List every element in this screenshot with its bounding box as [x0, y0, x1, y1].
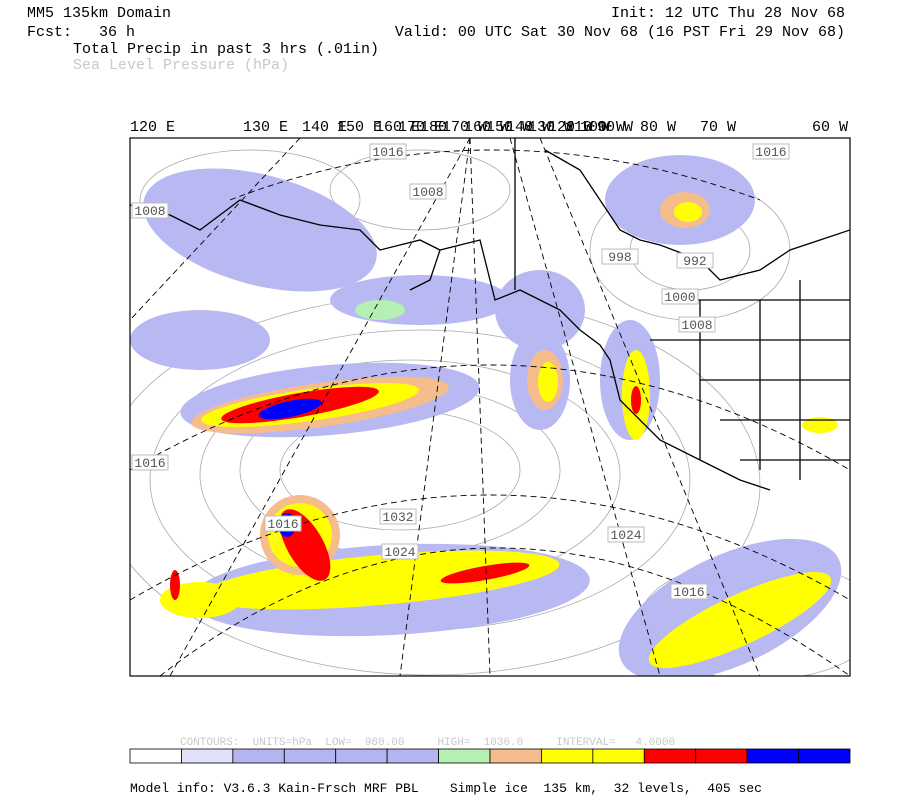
longitude-label: 80 W [640, 119, 676, 136]
longitude-label: 150 E [337, 119, 382, 136]
isobar-label-box [601, 248, 639, 265]
colorbar-swatch [798, 748, 851, 764]
colorbar-swatch [489, 748, 542, 764]
isobar-label-box [264, 515, 302, 532]
longitude-label: 160 W [464, 119, 509, 136]
longitude-label: 120 W [548, 119, 593, 136]
colorbar-swatch [386, 748, 439, 764]
colorbar-swatch [643, 748, 697, 764]
isobar-label: 1032 [382, 510, 413, 525]
isobar-label-box [670, 583, 708, 600]
field-primary: Total Precip in past 3 hrs (.01in) [73, 41, 379, 58]
isobar-label: 1024 [384, 545, 415, 560]
colorbar-swatch [129, 748, 182, 764]
longitude-label: 70 W [700, 119, 736, 136]
valid-time: Valid: 00 UTC Sat 30 Nov 68 (16 PST Fri … [395, 24, 845, 41]
colorbar-swatch [283, 748, 337, 764]
longitude-label: 140 E [302, 119, 347, 136]
isobar-label-box [379, 508, 417, 525]
isobar-label-box [678, 316, 716, 333]
colorbar-swatch [746, 748, 799, 764]
isobar-label: 992 [683, 254, 706, 269]
colorbar-swatch [592, 748, 645, 764]
isobar-label: 1008 [681, 318, 712, 333]
longitude-label: 60 W [812, 119, 848, 136]
isobar-label-box [131, 454, 169, 471]
isobar-label-box [409, 183, 447, 200]
longitude-label: 110 W [565, 119, 610, 136]
longitude-label: 170 W [442, 119, 487, 136]
isobar-label: 998 [608, 250, 631, 265]
isobar-label-box [381, 543, 419, 560]
isobar-label-box [607, 526, 645, 543]
longitude-label: 130 E [243, 119, 288, 136]
isobar-label: 1008 [412, 185, 443, 200]
graticule [130, 138, 850, 676]
colorbar-swatch [438, 748, 491, 764]
longitude-label: 120 E [130, 119, 175, 136]
isobar-label: 1016 [673, 585, 704, 600]
init-time: Init: 12 UTC Thu 28 Nov 68 [611, 5, 845, 22]
longitude-label: 180 [420, 119, 447, 136]
colorbar-swatch [181, 748, 234, 764]
model-title: MM5 135km Domain [27, 5, 171, 22]
isobar-label: 1016 [372, 145, 403, 160]
map-frame [129, 137, 851, 677]
longitude-label: 160 E [375, 119, 420, 136]
isobar-label: 1008 [134, 204, 165, 219]
longitude-label: 170 E [398, 119, 443, 136]
isobar-label-box [131, 202, 169, 219]
longitude-label: 150 W [486, 119, 531, 136]
field-secondary: Sea Level Pressure (hPa) [73, 57, 289, 74]
model-info: Model info: V3.6.3 Kain-Frsch MRF PBL Si… [130, 781, 762, 796]
longitude-label: 100 W [580, 119, 625, 136]
colorbar [129, 748, 851, 764]
isobar-label: 1024 [610, 528, 641, 543]
isobar-label-box [369, 143, 407, 160]
map: 1016 1008 1008 1016 998 992 1000 1008 1016 1016 10… [129, 137, 851, 677]
colorbar-swatch [695, 748, 748, 764]
longitude-label: 90 W [597, 119, 633, 136]
contour-info: CONTOURS: UNITS=hPa LOW= 980.00 HIGH= 10… [180, 737, 675, 749]
colorbar-swatch [232, 748, 285, 764]
isobar-label: 1016 [134, 456, 165, 471]
isobar-label-box [676, 252, 714, 269]
colorbar-swatch [335, 748, 388, 764]
colorbar-swatch [541, 748, 594, 764]
longitude-label: 140 W [506, 119, 551, 136]
forecast-hour: Fcst: 36 h [27, 24, 135, 41]
isobar-label: 1016 [755, 145, 786, 160]
isobar-labels: 1016 1008 1008 1016 998 992 1000 1008 1016 1016 10… [131, 143, 790, 600]
longitude-label: 130 W [528, 119, 573, 136]
isobar-label-box [661, 288, 699, 305]
isobar-label: 1000 [664, 290, 695, 305]
isobar-label: 1016 [267, 517, 298, 532]
precipitation [130, 155, 842, 676]
isobar-label-box [752, 143, 790, 160]
